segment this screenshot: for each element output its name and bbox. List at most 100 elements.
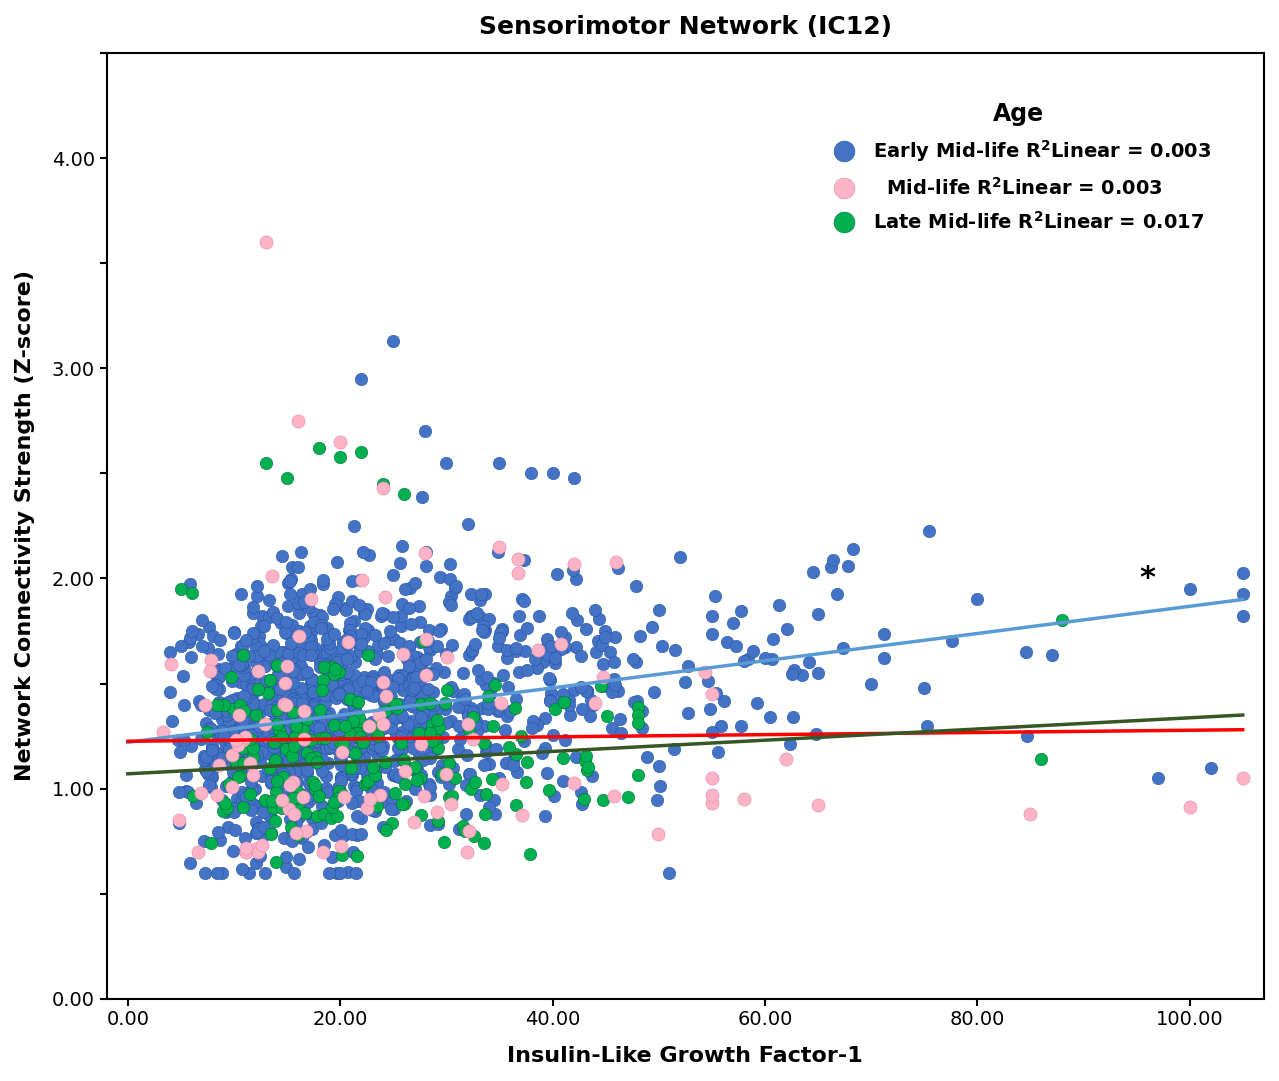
Point	[361, 682, 381, 699]
Point	[350, 730, 371, 747]
Point	[206, 786, 226, 803]
Point	[324, 793, 344, 811]
Point	[269, 688, 289, 705]
Point	[263, 679, 284, 696]
Point	[294, 624, 315, 641]
Point	[233, 711, 253, 729]
Point	[343, 517, 363, 534]
Point	[542, 465, 563, 482]
Point	[263, 738, 284, 756]
Point	[648, 826, 669, 843]
Point	[592, 791, 613, 809]
Point	[180, 629, 201, 646]
Point	[261, 825, 281, 842]
Point	[283, 675, 303, 692]
Point	[365, 626, 385, 643]
Point	[266, 685, 286, 703]
Point	[521, 465, 541, 482]
Point	[411, 766, 431, 784]
Point	[477, 668, 498, 685]
Point	[312, 609, 333, 626]
Point	[459, 721, 480, 738]
Point	[625, 577, 646, 595]
Point	[312, 763, 333, 780]
Point	[276, 849, 297, 866]
Point	[304, 614, 325, 631]
Point	[457, 703, 477, 720]
Point	[514, 551, 535, 569]
Point	[395, 666, 416, 683]
Point	[345, 653, 366, 670]
Point	[439, 788, 459, 805]
Point	[545, 650, 565, 667]
Point	[476, 785, 496, 802]
Point	[376, 793, 396, 811]
Point	[202, 678, 223, 695]
Point	[389, 695, 409, 712]
Point	[769, 597, 789, 614]
Point	[329, 722, 349, 739]
Point	[317, 755, 338, 772]
Point	[500, 702, 521, 719]
Point	[350, 825, 371, 842]
Point	[243, 625, 263, 642]
Point	[334, 705, 354, 722]
Point	[553, 685, 573, 703]
Point	[391, 707, 412, 724]
Point	[340, 728, 361, 745]
Point	[331, 666, 352, 683]
Point	[281, 571, 302, 588]
Point	[312, 843, 333, 860]
Point	[272, 765, 293, 783]
Point	[316, 649, 336, 666]
Point	[327, 717, 348, 734]
Point	[271, 614, 292, 631]
Point	[283, 783, 303, 800]
Point	[376, 671, 396, 689]
Point	[272, 775, 293, 792]
Point	[466, 773, 486, 790]
Point	[400, 693, 421, 710]
Point	[678, 705, 698, 722]
Point	[478, 695, 499, 712]
Point	[318, 705, 339, 722]
Point	[289, 604, 310, 622]
Point	[248, 725, 269, 743]
Point	[427, 711, 448, 729]
Point	[495, 722, 515, 739]
Point	[473, 624, 494, 641]
Point	[298, 598, 318, 615]
Point	[413, 751, 434, 769]
Point	[311, 751, 331, 769]
Point	[233, 637, 253, 654]
Point	[443, 636, 463, 653]
Point	[230, 753, 251, 771]
Point	[391, 537, 412, 555]
Point	[247, 740, 267, 758]
Point	[565, 638, 586, 655]
Point	[414, 720, 435, 737]
Point	[597, 708, 618, 725]
Point	[325, 666, 345, 683]
Point	[376, 709, 396, 726]
Point	[348, 709, 368, 726]
Point	[267, 694, 288, 711]
Point	[224, 624, 244, 641]
Point	[572, 700, 592, 718]
Point	[237, 678, 257, 695]
Point	[554, 639, 574, 656]
Point	[231, 654, 252, 671]
Point	[600, 643, 620, 660]
Point	[244, 755, 265, 772]
Point	[173, 668, 193, 685]
Point	[330, 716, 350, 733]
Point	[281, 747, 302, 764]
Point	[519, 845, 540, 863]
Point	[170, 744, 191, 761]
Point	[288, 738, 308, 756]
Point	[449, 731, 469, 748]
Point	[221, 692, 242, 709]
Point	[458, 516, 478, 533]
Point	[806, 725, 826, 743]
Point	[702, 723, 723, 740]
